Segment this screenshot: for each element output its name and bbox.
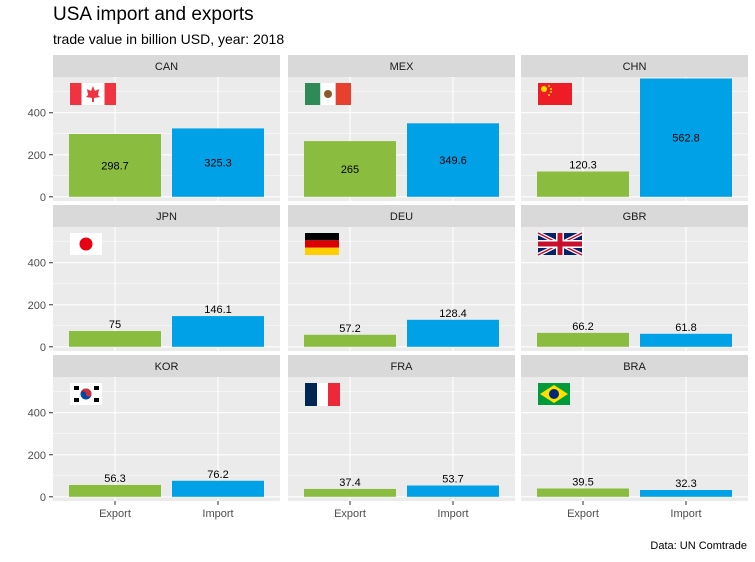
bar-import bbox=[640, 490, 732, 497]
brazil-flag bbox=[538, 383, 570, 405]
bar-import bbox=[172, 480, 264, 497]
facet-strip-label: BRA bbox=[623, 361, 646, 373]
facet-strip bbox=[53, 205, 280, 227]
facet-panel-can: CAN 298.7 325.3 0 200 400 bbox=[28, 55, 280, 204]
data-label: 146.1 bbox=[204, 304, 232, 316]
facet-panel-gbr: GBR 66.2 61.8 bbox=[521, 205, 748, 351]
y-tick-label: 0 bbox=[40, 342, 46, 354]
chart-subtitle: trade value in billion USD, year: 2018 bbox=[53, 31, 285, 47]
uk-flag bbox=[537, 231, 583, 257]
data-label: 32.3 bbox=[675, 478, 696, 490]
y-tick-label: 0 bbox=[40, 192, 46, 204]
data-label: 76.2 bbox=[207, 469, 228, 481]
facet-strip-label: FRA bbox=[391, 361, 414, 373]
y-tick-label: 200 bbox=[28, 300, 46, 312]
facet-strip-label: MEX bbox=[390, 61, 415, 73]
facet-strip-label: GBR bbox=[623, 211, 647, 223]
facet-strip bbox=[53, 355, 280, 377]
data-label: 57.2 bbox=[339, 323, 360, 335]
bar-import bbox=[407, 123, 499, 197]
france-flag bbox=[305, 383, 340, 406]
mexico-flag bbox=[305, 83, 351, 105]
x-tick-label: Import bbox=[202, 508, 233, 520]
facet-strip bbox=[521, 205, 748, 227]
bar-export bbox=[304, 141, 396, 197]
facet-panel-fra: FRA 37.4 53.7 Export Import bbox=[288, 355, 515, 520]
bar-export bbox=[304, 488, 396, 497]
y-tick-label: 200 bbox=[28, 450, 46, 462]
bar-import bbox=[640, 333, 732, 347]
data-label: 325.3 bbox=[204, 158, 232, 170]
y-tick-label: 200 bbox=[28, 150, 46, 162]
bar-export bbox=[69, 134, 161, 197]
facet-panel-kor: KOR 56.3 76.2 0 200 400 Export Import bbox=[28, 355, 280, 520]
data-label: 562.8 bbox=[672, 133, 700, 145]
japan-flag bbox=[70, 233, 102, 255]
facet-strip bbox=[288, 355, 515, 377]
bar-import bbox=[407, 319, 499, 347]
x-tick-label: Export bbox=[99, 508, 131, 520]
facet-strip-label: CAN bbox=[155, 61, 178, 73]
bar-export bbox=[537, 332, 629, 347]
data-label: 349.6 bbox=[439, 155, 467, 167]
facet-strip bbox=[53, 55, 280, 77]
x-tick-label: Export bbox=[567, 508, 599, 520]
facet-strip bbox=[288, 55, 515, 77]
facet-strip bbox=[288, 205, 515, 227]
data-label: 39.5 bbox=[572, 476, 593, 488]
data-label: 53.7 bbox=[442, 474, 463, 486]
data-label: 56.3 bbox=[104, 473, 125, 485]
china-flag bbox=[538, 83, 572, 105]
bar-export bbox=[69, 484, 161, 497]
data-label: 61.8 bbox=[675, 322, 696, 334]
bar-import bbox=[172, 128, 264, 197]
facet-panel-bra: BRA 39.5 32.3 Export Import bbox=[521, 355, 748, 520]
bar-import bbox=[172, 316, 264, 347]
chart-caption: Data: UN Comtrade bbox=[650, 540, 747, 552]
x-tick-label: Import bbox=[670, 508, 701, 520]
bar-import bbox=[640, 78, 732, 197]
facet-strip bbox=[521, 55, 748, 77]
data-label: 298.7 bbox=[101, 160, 129, 172]
bar-export bbox=[537, 171, 629, 197]
facet-strip-label: JPN bbox=[156, 211, 177, 223]
facet-panel-deu: DEU 57.2 128.4 bbox=[288, 205, 515, 351]
facet-strip-label: KOR bbox=[155, 361, 179, 373]
data-label: 128.4 bbox=[439, 308, 467, 320]
facet-panel-mex: MEX 265 349.6 bbox=[288, 55, 515, 201]
data-label: 37.4 bbox=[339, 477, 360, 489]
y-tick-label: 400 bbox=[28, 258, 46, 270]
bar-export bbox=[69, 331, 161, 347]
facet-strip-label: DEU bbox=[390, 211, 413, 223]
facet-strip bbox=[521, 355, 748, 377]
germany-flag bbox=[305, 233, 339, 255]
canada-flag bbox=[70, 83, 116, 105]
bar-import bbox=[407, 485, 499, 497]
y-tick-label: 400 bbox=[28, 108, 46, 120]
y-tick-label: 400 bbox=[28, 408, 46, 420]
data-label: 75 bbox=[109, 319, 121, 331]
facet-panel-chn: CHN 120.3 562.8 bbox=[521, 55, 748, 201]
data-label: 66.2 bbox=[572, 321, 593, 333]
korea-flag bbox=[70, 383, 102, 405]
bar-export bbox=[304, 334, 396, 347]
chart-title: USA import and exports bbox=[53, 4, 254, 25]
facet-panel-jpn: JPN 75 146.1 0 200 400 bbox=[28, 205, 280, 354]
x-tick-label: Import bbox=[437, 508, 468, 520]
bar-export bbox=[537, 488, 629, 497]
x-tick-label: Export bbox=[334, 508, 366, 520]
data-label: 120.3 bbox=[569, 160, 597, 172]
facet-strip-label: CHN bbox=[623, 61, 647, 73]
y-tick-label: 0 bbox=[40, 492, 46, 504]
data-label: 265 bbox=[341, 164, 359, 176]
